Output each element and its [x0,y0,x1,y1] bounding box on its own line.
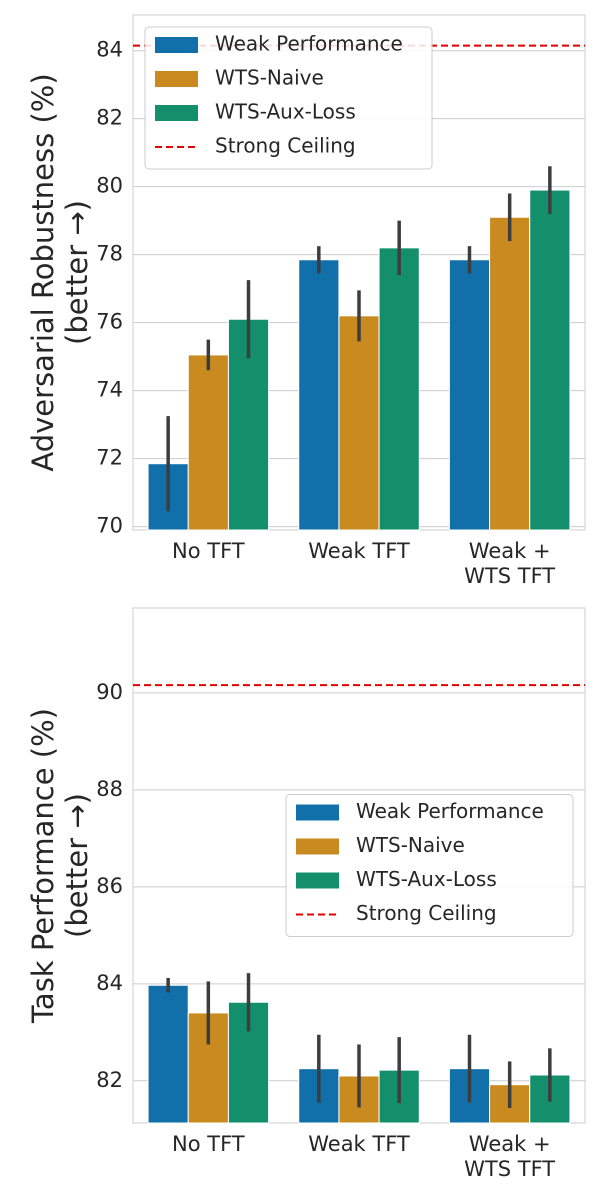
bar [448,259,491,531]
bar [147,984,189,1124]
bar [489,216,531,531]
legend-swatch [155,37,198,53]
x-tick-label: Weak + WTS TFT [464,539,555,588]
legend-box [144,26,433,170]
y-tick-label: 70 [96,514,123,538]
y-tick-label: 90 [96,680,123,704]
legend-swatch [296,838,339,855]
bar [187,354,229,531]
bar [378,247,420,531]
legend-box [285,794,574,937]
legend-swatch [296,804,339,821]
y-axis-label: (better →) [60,793,94,938]
legend-label: WTS-Naive [356,833,465,857]
y-tick-label: 82 [96,106,123,130]
legend-swatch [296,872,339,889]
bar [338,315,380,531]
y-tick-label: 82 [96,1068,123,1092]
x-tick-label: Weak TFT [308,539,410,563]
bar [529,189,571,531]
legend-swatch [155,71,198,87]
legend-label: WTS-Aux-Loss [215,100,356,124]
legend-label: Weak Performance [356,799,544,823]
legend-swatch [155,105,198,121]
y-tick-label: 84 [96,38,123,62]
y-tick-label: 80 [96,174,123,198]
legend-label: WTS-Aux-Loss [356,867,497,891]
y-tick-label: 74 [96,378,123,402]
y-tick-label: 76 [96,310,123,334]
y-axis-label: (better →) [60,200,94,345]
y-tick-label: 84 [96,971,123,995]
y-axis-label: Adversarial Robustness (%) [26,73,60,471]
legend-label: WTS-Naive [215,66,324,90]
y-tick-label: 78 [96,242,123,266]
legend-label: Strong Ceiling [215,134,356,158]
x-tick-label: No TFT [172,1132,245,1156]
y-tick-label: 88 [96,777,123,801]
x-tick-label: Weak TFT [308,1132,410,1156]
y-tick-label: 86 [96,874,123,898]
x-tick-label: Weak + WTS TFT [464,1132,555,1181]
bar [298,259,340,531]
legend-label: Strong Ceiling [356,901,497,925]
x-tick-label: No TFT [172,539,245,563]
legend-label: Weak Performance [215,32,403,56]
y-tick-label: 72 [96,446,123,470]
y-axis-label: Task Performance (%) [26,708,60,1024]
